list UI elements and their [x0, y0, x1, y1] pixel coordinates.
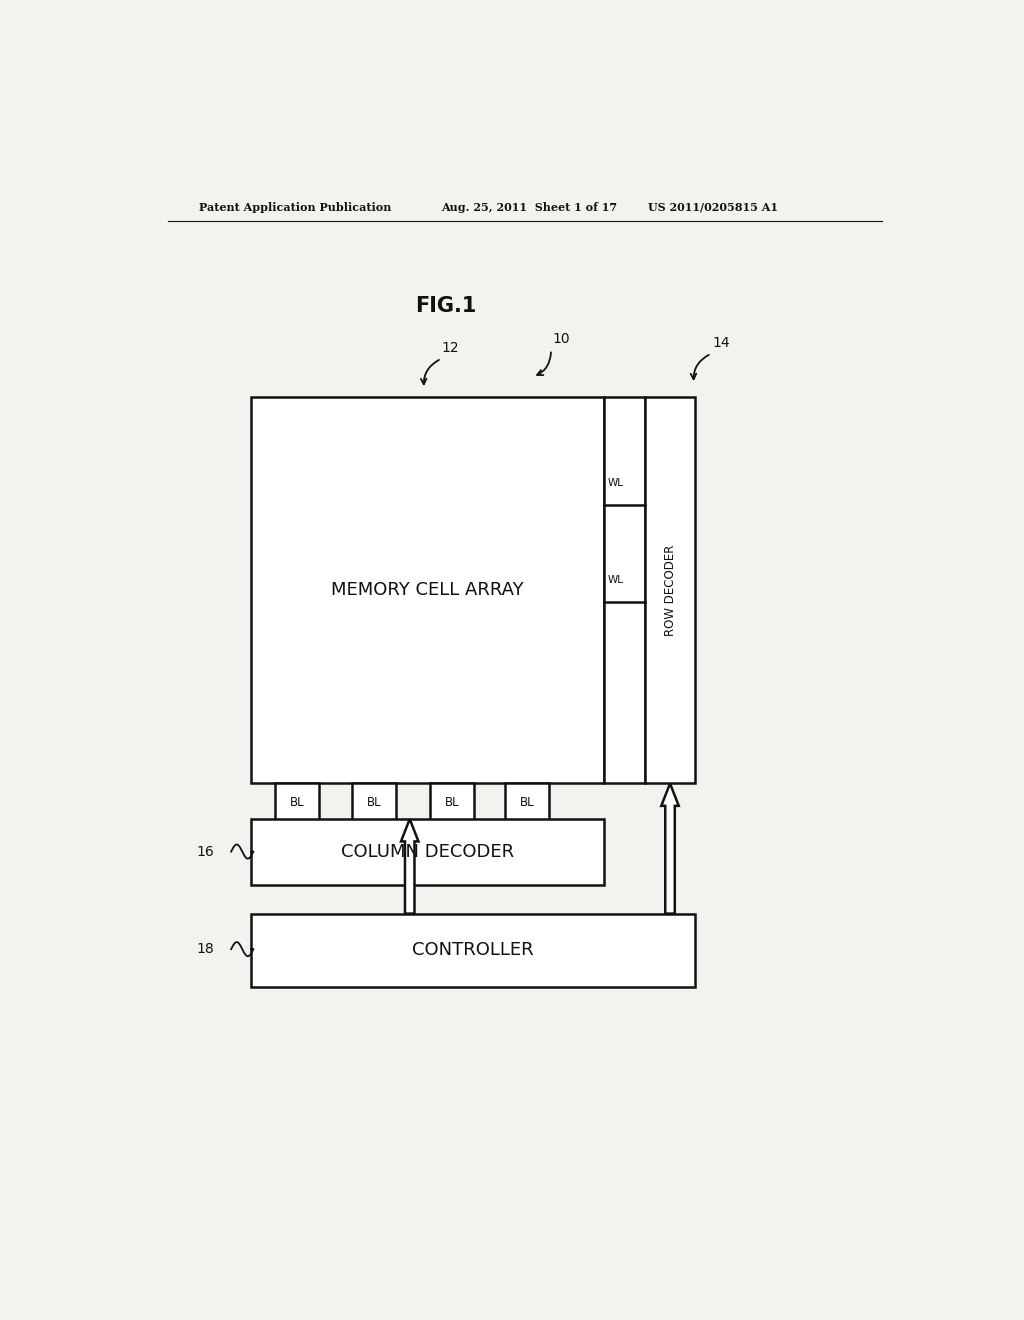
Bar	[430, 784, 474, 822]
Bar	[251, 397, 604, 784]
Bar	[604, 397, 645, 784]
Text: WL: WL	[607, 478, 624, 488]
Bar	[275, 784, 318, 822]
Text: ROW DECODER: ROW DECODER	[664, 545, 677, 636]
Text: BL: BL	[444, 796, 459, 809]
Text: 16: 16	[197, 845, 215, 858]
Text: Patent Application Publication: Patent Application Publication	[200, 202, 392, 213]
Text: BL: BL	[290, 796, 304, 809]
Text: Aug. 25, 2011  Sheet 1 of 17: Aug. 25, 2011 Sheet 1 of 17	[441, 202, 617, 213]
Bar	[506, 784, 549, 822]
Text: WL: WL	[607, 574, 624, 585]
Bar	[251, 818, 604, 886]
Text: MEMORY CELL ARRAY: MEMORY CELL ARRAY	[332, 581, 524, 599]
Text: CONTROLLER: CONTROLLER	[412, 941, 534, 960]
Bar	[251, 913, 694, 987]
Bar	[645, 397, 694, 784]
Text: BL: BL	[367, 796, 381, 809]
Bar	[352, 784, 396, 822]
Text: BL: BL	[520, 796, 535, 809]
FancyArrow shape	[662, 784, 679, 913]
Text: 12: 12	[441, 342, 459, 355]
Text: COLUMN DECODER: COLUMN DECODER	[341, 843, 514, 861]
Text: 10: 10	[553, 333, 570, 346]
FancyArrow shape	[401, 818, 419, 913]
Text: 14: 14	[712, 337, 730, 350]
Text: 18: 18	[197, 942, 215, 956]
Text: US 2011/0205815 A1: US 2011/0205815 A1	[648, 202, 778, 213]
Text: FIG.1: FIG.1	[415, 296, 476, 315]
